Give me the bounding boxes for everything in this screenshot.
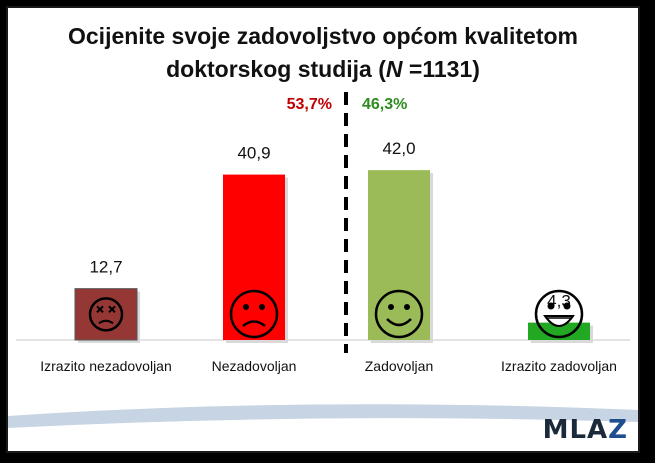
face-outline	[374, 289, 424, 339]
data-label-2: 40,9	[237, 144, 270, 163]
x-eye	[96, 305, 104, 314]
logo-text-b: Z	[608, 415, 628, 445]
title-line-2: doktorskog studija (N =1131)	[8, 53, 638, 86]
bar-2	[223, 174, 285, 340]
eye-left	[547, 302, 555, 310]
bar-chart: 53,7% 46,3% 12,7 Izrazito nezadovoljan 40,9 N…	[8, 92, 638, 451]
mouth	[386, 318, 412, 327]
x-eye	[108, 305, 116, 314]
eye-left	[388, 304, 394, 310]
title-line-2-start: doktorskog studija (	[166, 56, 386, 82]
face-outline	[88, 297, 124, 332]
category-label-2: Nezadovoljan	[212, 358, 297, 374]
title-n: N	[385, 56, 403, 82]
bar-1	[74, 288, 138, 341]
dead-face-icon	[88, 297, 124, 332]
data-label-3: 42,0	[382, 139, 415, 158]
chart-frame: Ocijenite svoje zadovoljstvo općom kvali…	[6, 6, 640, 453]
face-outline	[229, 289, 279, 339]
logo-text-a: MLA	[542, 415, 609, 445]
title-line-2-end: =1131)	[402, 56, 480, 82]
bar-4	[528, 322, 590, 340]
eye-right	[404, 304, 410, 310]
category-label-3: Zadovoljan	[365, 358, 434, 374]
category-label-1: Izrazito nezadovoljan	[40, 358, 172, 374]
happy-face-icon	[374, 289, 424, 339]
mlaz-logo: MLAZ	[543, 415, 628, 445]
eye-left	[243, 304, 249, 310]
footer-swoosh-white	[8, 418, 638, 451]
bar-3	[368, 170, 430, 340]
eye-right	[259, 304, 265, 310]
data-label-1: 12,7	[89, 258, 122, 277]
chart-title: Ocijenite svoje zadovoljstvo općom kvali…	[8, 20, 638, 86]
group-label-2: 46,3%	[362, 96, 407, 113]
face-outline	[534, 289, 584, 339]
sad-face-icon	[229, 289, 279, 339]
eye-right	[563, 302, 571, 310]
laughing-face-icon	[534, 289, 584, 339]
group-label-1: 53,7%	[287, 96, 332, 113]
title-line-1: Ocijenite svoje zadovoljstvo općom kvali…	[68, 23, 578, 49]
mouth	[98, 319, 114, 325]
category-label-4: Izrazito zadovoljan	[501, 358, 617, 374]
mouth	[242, 320, 266, 327]
